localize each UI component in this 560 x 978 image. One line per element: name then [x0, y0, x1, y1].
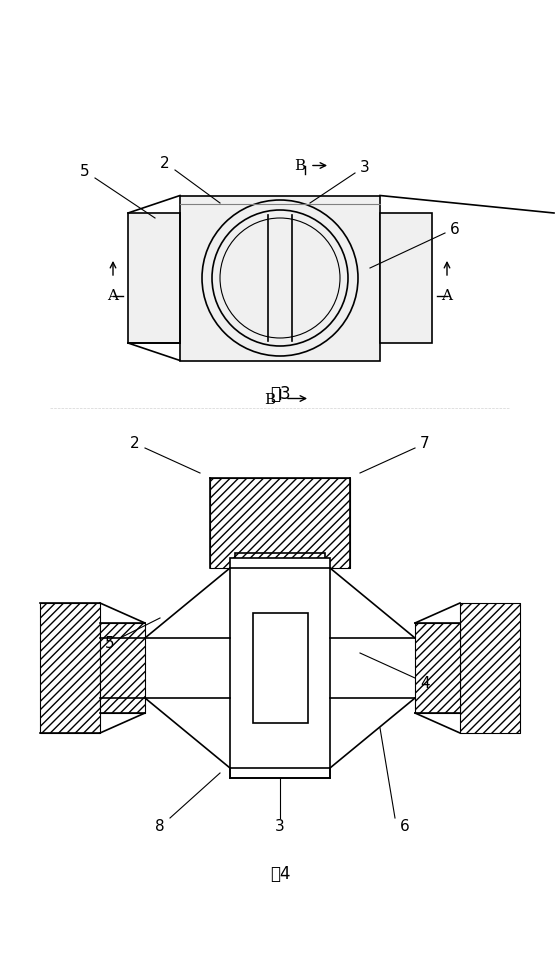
Bar — [128, 214, 180, 343]
Text: 3: 3 — [360, 159, 370, 174]
Bar — [230, 558, 330, 778]
Text: 2: 2 — [160, 156, 170, 171]
Text: 8: 8 — [155, 819, 165, 833]
Text: 4: 4 — [420, 676, 430, 690]
Bar — [460, 603, 520, 734]
Text: 7: 7 — [420, 436, 430, 451]
Bar — [180, 197, 380, 361]
Text: B: B — [264, 392, 276, 406]
Text: 5: 5 — [80, 163, 90, 178]
Bar — [380, 214, 432, 343]
Text: 6: 6 — [450, 221, 460, 237]
Bar — [235, 554, 325, 568]
Text: B: B — [294, 159, 305, 173]
Bar — [100, 623, 145, 713]
Text: A: A — [441, 289, 452, 302]
Bar — [210, 478, 350, 568]
Bar — [40, 603, 100, 734]
Text: 6: 6 — [400, 819, 410, 833]
Text: 2: 2 — [130, 436, 140, 451]
Text: 5: 5 — [105, 636, 115, 650]
Text: 3: 3 — [275, 819, 285, 833]
Bar — [253, 613, 307, 724]
Text: 图4: 图4 — [270, 865, 290, 882]
Bar — [415, 623, 460, 713]
Text: 图3: 图3 — [270, 384, 290, 403]
Text: A: A — [108, 289, 119, 302]
